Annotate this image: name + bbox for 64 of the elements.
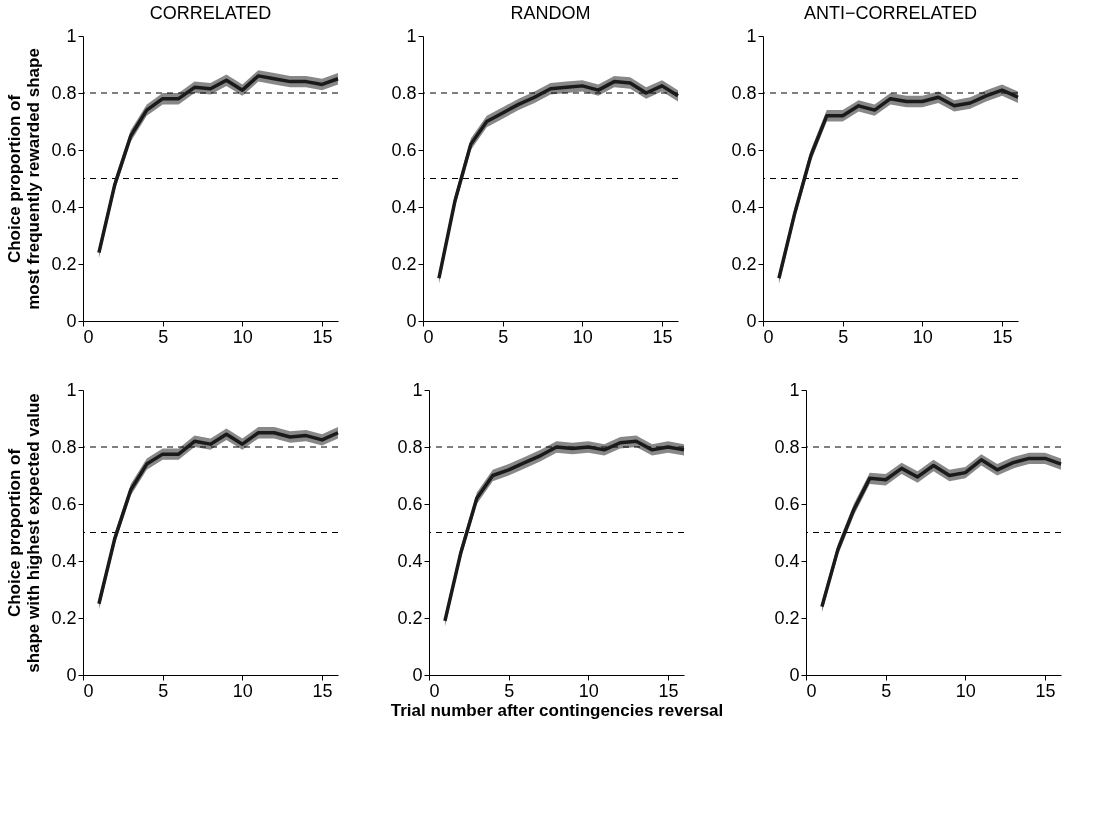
x-tick-label: 15 [312,680,333,701]
x-tick-label: 15 [652,326,673,347]
x-tick-label: 5 [158,326,169,347]
y-tick-label: 0 [412,664,423,685]
y-tick-label: 0.8 [391,82,417,103]
x-tick-label: 0 [429,680,440,701]
y-tick-label: 1 [412,379,423,400]
y-tick-label: 1 [789,379,800,400]
x-tick-label: 15 [312,326,333,347]
x-tick-label: 5 [504,680,515,701]
y-tick-label: 0.4 [774,550,800,571]
x-tick-label: 15 [992,326,1013,347]
chart-title: CORRELATED [149,3,272,23]
x-tick-label: 10 [232,326,253,347]
x-tick-label: 0 [83,326,94,347]
y-tick-label: 0.8 [397,436,423,457]
y-tick-label: 0.2 [774,607,800,628]
x-tick-label: 15 [1035,680,1056,701]
x-tick-label: 10 [912,326,933,347]
y-tick-label: 0.6 [51,493,77,514]
y-tick-label: 0.4 [397,550,423,571]
x-tick-label: 10 [572,326,593,347]
y-tick-label: 0.6 [391,139,417,160]
y-tick-label: 1 [406,25,417,46]
y-tick-label: 0 [746,310,757,331]
chart-title: RANDOM [510,3,591,23]
y-tick-label: 0.8 [731,82,757,103]
y-tick-label: 0 [66,310,77,331]
x-tick-label: 5 [498,326,509,347]
x-tick-label: 15 [658,680,679,701]
y-tick-label: 0.2 [731,253,757,274]
y-tick-label: 1 [66,25,77,46]
y-tick-label: 0.2 [51,607,77,628]
y-tick-label: 0.6 [51,139,77,160]
y-tick-label: 0 [406,310,417,331]
y-tick-label: 0.4 [51,196,77,217]
y-axis-title: Choice proportion of most frequently rewarded shape [5,48,44,310]
x-tick-label: 0 [806,680,817,701]
y-tick-label: 0.6 [731,139,757,160]
y-tick-label: 0.2 [397,607,423,628]
y-tick-label: 0 [789,664,800,685]
y-tick-label: 0.6 [774,493,800,514]
chart-title: ANTI−CORRELATED [803,3,978,23]
y-tick-label: 0.6 [397,493,423,514]
x-tick-label: 10 [578,680,599,701]
y-tick-label: 0.8 [51,82,77,103]
y-axis-title: Choice proportion of shape with highest expected value [5,393,44,673]
x-tick-label: 5 [881,680,892,701]
x-tick-label: 0 [83,680,94,701]
y-tick-label: 1 [66,379,77,400]
y-tick-label: 0.4 [391,196,417,217]
y-tick-label: 0.4 [51,550,77,571]
y-tick-label: 1 [746,25,757,46]
y-tick-label: 0.2 [391,253,417,274]
y-tick-label: 0.8 [51,436,77,457]
x-tick-label: 5 [158,680,169,701]
y-tick-label: 0.4 [731,196,757,217]
y-tick-label: 0.2 [51,253,77,274]
x-axis-title: Trial number after contingencies reversal [390,700,724,720]
x-tick-label: 5 [838,326,849,347]
y-tick-label: 0 [66,664,77,685]
x-tick-label: 10 [232,680,253,701]
x-tick-label: 10 [955,680,976,701]
y-tick-label: 0.8 [774,436,800,457]
